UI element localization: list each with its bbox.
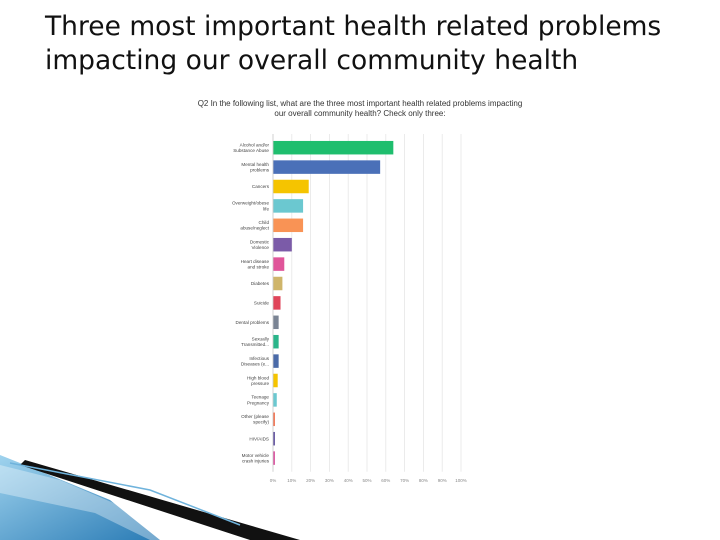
category-label: Diabetes bbox=[251, 281, 270, 286]
category-label: Overweight/obese bbox=[232, 201, 269, 206]
category-label: High blood bbox=[247, 375, 269, 380]
category-label: Motor vehicle bbox=[242, 453, 270, 458]
bar bbox=[273, 218, 304, 233]
x-tick-label: 20% bbox=[306, 478, 315, 483]
bar bbox=[273, 431, 275, 446]
category-label: specify) bbox=[253, 420, 269, 425]
x-tick-label: 0% bbox=[270, 478, 277, 483]
bar bbox=[273, 373, 278, 388]
category-label: Transmitted... bbox=[241, 342, 269, 347]
slide-title-line-2: impacting our overall community health bbox=[45, 45, 579, 76]
bar bbox=[273, 354, 279, 368]
bar bbox=[273, 412, 275, 427]
bar bbox=[273, 296, 281, 310]
bar bbox=[273, 451, 275, 465]
bar-chart: 0% 10% 20% 30% 40% 50% 60% 70% 80% 90% 100% Alcohol… bbox=[232, 134, 467, 483]
category-label: Diseases (e... bbox=[241, 362, 269, 367]
bar bbox=[273, 199, 304, 213]
x-tick-label: 10% bbox=[287, 478, 296, 483]
slide-title: Three most important health related prob… bbox=[45, 10, 705, 78]
slide-title-line-1: Three most important health related prob… bbox=[45, 11, 662, 42]
category-label: HIV/AIDS bbox=[249, 436, 269, 441]
category-label: abuse/neglect bbox=[240, 226, 269, 231]
category-label: crash injuries bbox=[242, 459, 270, 464]
x-tick-label: 80% bbox=[419, 478, 428, 483]
x-tick-label: 100% bbox=[455, 478, 467, 483]
chart-title-line-1: Q2 In the following list, what are the t… bbox=[197, 99, 523, 108]
category-label: Dental problems bbox=[236, 320, 270, 325]
category-label: Heart disease bbox=[241, 259, 270, 264]
bar bbox=[273, 179, 309, 194]
category-label: Child bbox=[259, 220, 270, 225]
category-label: life bbox=[263, 206, 269, 211]
x-tick-label: 50% bbox=[362, 478, 371, 483]
category-label: Infectious bbox=[249, 356, 269, 361]
category-label: Suicide bbox=[254, 301, 270, 306]
category-label: Substance Abuse bbox=[233, 148, 269, 153]
bar bbox=[273, 334, 279, 349]
category-label: Pregnancy bbox=[247, 400, 270, 405]
chart-title-line-2: our overall community health? Check only… bbox=[274, 108, 446, 118]
category-label: Teenage bbox=[251, 395, 269, 400]
bar bbox=[273, 276, 283, 291]
category-label: Violence bbox=[251, 245, 269, 250]
category-label: and stroke bbox=[248, 265, 270, 270]
x-tick-label: 60% bbox=[381, 478, 390, 483]
category-label: problems bbox=[250, 168, 270, 173]
category-label: Domestic bbox=[250, 240, 270, 245]
x-tick-label: 40% bbox=[344, 478, 353, 483]
chart-title: Q2 In the following list, what are the t… bbox=[160, 99, 560, 118]
category-label: Alcohol and/or bbox=[240, 143, 270, 148]
bar bbox=[273, 140, 394, 155]
x-tick-label: 70% bbox=[400, 478, 409, 483]
corner-decoration bbox=[0, 455, 300, 540]
x-tick-label: 30% bbox=[325, 478, 334, 483]
category-label: Mental health bbox=[241, 162, 269, 167]
category-label: pressure bbox=[251, 381, 269, 386]
category-label: Other (please bbox=[241, 414, 269, 419]
bar bbox=[273, 257, 285, 271]
bar bbox=[273, 160, 381, 174]
category-label: Cancers bbox=[252, 184, 270, 189]
category-label: Sexually bbox=[252, 337, 270, 342]
bar bbox=[273, 393, 277, 407]
bar bbox=[273, 237, 292, 252]
x-tick-label: 90% bbox=[438, 478, 447, 483]
bar bbox=[273, 315, 279, 330]
